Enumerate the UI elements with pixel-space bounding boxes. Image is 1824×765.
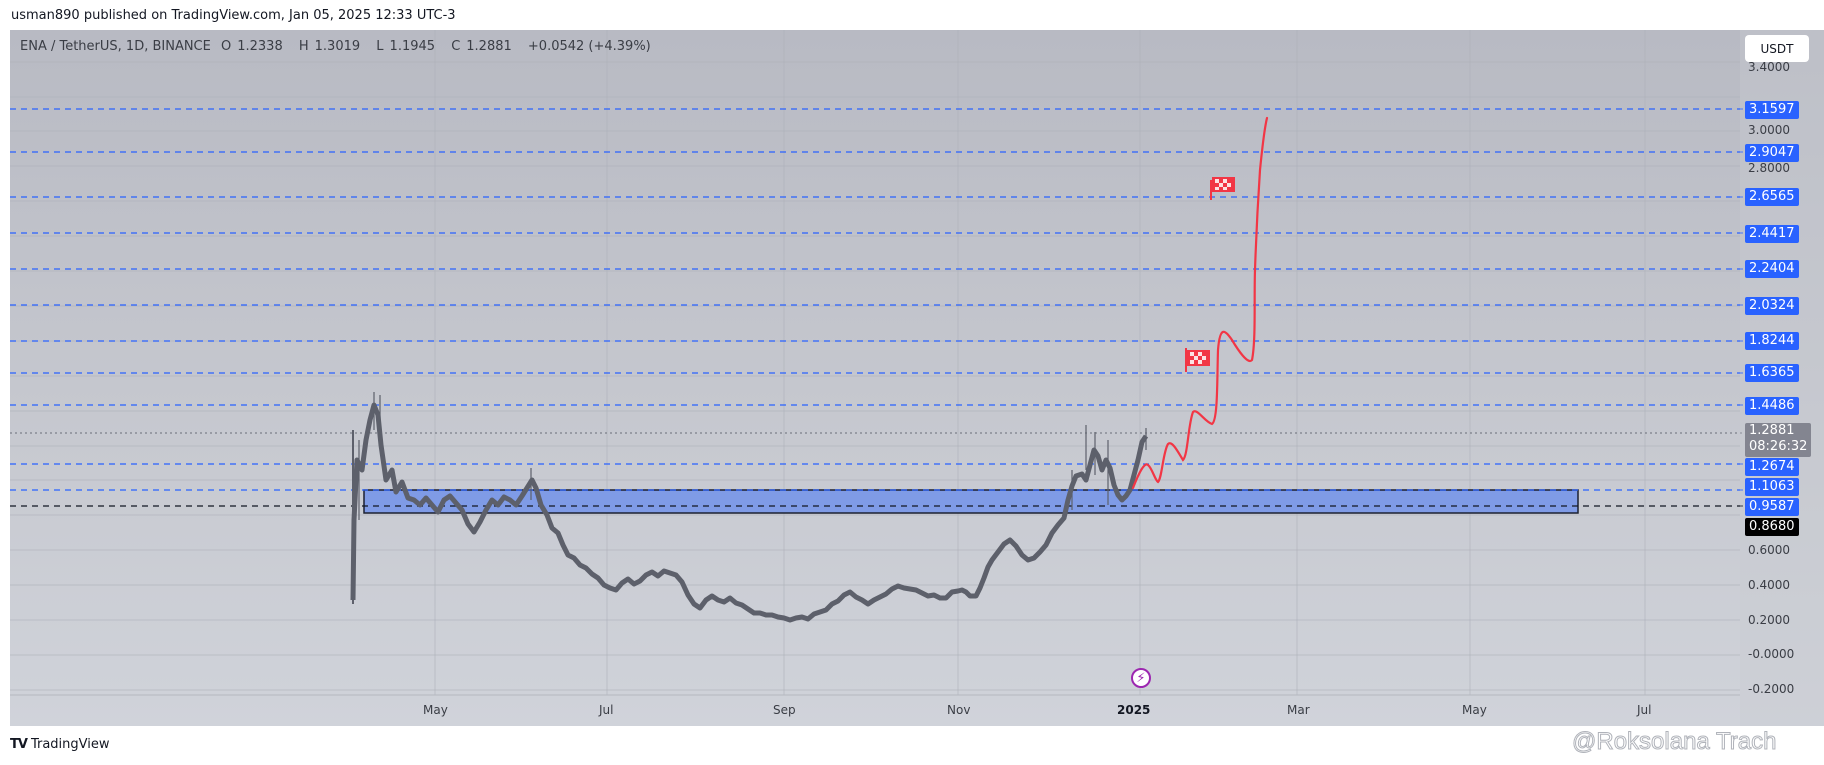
level-label: 1.8244: [1745, 332, 1799, 350]
ohlc-low: L 1.1945: [376, 39, 436, 54]
ohlc-open: O 1.2338: [221, 39, 283, 54]
time-tick: Jul: [1637, 703, 1652, 717]
time-tick: May: [1462, 703, 1487, 717]
vertical-grid: [434, 30, 1646, 695]
tradingview-logo[interactable]: TV TradingView: [10, 737, 109, 752]
price-tick: -0.2000: [1748, 682, 1795, 696]
checkered-flag-icon: [1210, 177, 1235, 200]
time-tick: 2025: [1117, 703, 1151, 717]
level-label: 3.1597: [1745, 101, 1799, 119]
symbol-legend: ENA / TetherUS, 1D, BINANCE O 1.2338 H 1.3…: [20, 39, 657, 54]
published-caption: usman890 published on TradingView.com, J…: [11, 8, 456, 23]
time-tick: Sep: [773, 703, 796, 717]
brand-name: TradingView: [30, 737, 110, 752]
price-tick: 3.4000: [1748, 60, 1790, 74]
last-price-label: 1.2881 08:26:32: [1745, 423, 1812, 457]
ohlc-change: +0.0542 (+4.39%): [527, 39, 651, 54]
price-tick: 3.0000: [1748, 123, 1790, 137]
projection-path: [1131, 116, 1269, 490]
level-label: 1.2674: [1745, 458, 1799, 476]
currency-button[interactable]: USDT: [1745, 35, 1809, 62]
lightning-bolt-icon[interactable]: ⚡: [1131, 668, 1151, 688]
level-label: 1.4486: [1745, 397, 1799, 415]
level-label: 2.4417: [1745, 225, 1799, 243]
bar-countdown: 08:26:32: [1749, 439, 1808, 454]
author-watermark: @Roksolana Trach: [1571, 728, 1777, 756]
time-tick: Nov: [947, 703, 971, 717]
horizontal-grid: [10, 61, 1740, 691]
price-candles: [350, 392, 1149, 623]
level-label: 2.6565: [1745, 188, 1799, 206]
checkered-flag-icon: [1185, 348, 1210, 372]
level-label: 1.6365: [1745, 364, 1799, 382]
price-tick: 0.2000: [1748, 613, 1790, 627]
time-tick: Jul: [599, 703, 614, 717]
time-tick: Mar: [1287, 703, 1310, 717]
price-tick: -0.0000: [1748, 647, 1795, 661]
time-tick: May: [423, 703, 448, 717]
tradingview-mark-icon: TV: [10, 737, 28, 752]
symbol-title[interactable]: ENA / TetherUS, 1D, BINANCE: [20, 39, 211, 54]
level-label: 2.2404: [1745, 260, 1799, 278]
level-label: 2.9047: [1745, 144, 1799, 162]
ohlc-close: C 1.2881: [451, 39, 512, 54]
level-label: 1.1063: [1745, 478, 1799, 496]
level-label: 0.9587: [1745, 498, 1799, 516]
resistance-levels: [10, 108, 1745, 491]
price-tick: 0.6000: [1748, 543, 1790, 557]
price-tick: 2.8000: [1748, 161, 1790, 175]
chart-pane[interactable]: [10, 30, 1824, 726]
ohlc-high: H 1.3019: [298, 39, 361, 54]
price-tick: 0.4000: [1748, 578, 1790, 592]
support-label: 0.8680: [1745, 518, 1799, 536]
level-label: 2.0324: [1745, 297, 1799, 315]
